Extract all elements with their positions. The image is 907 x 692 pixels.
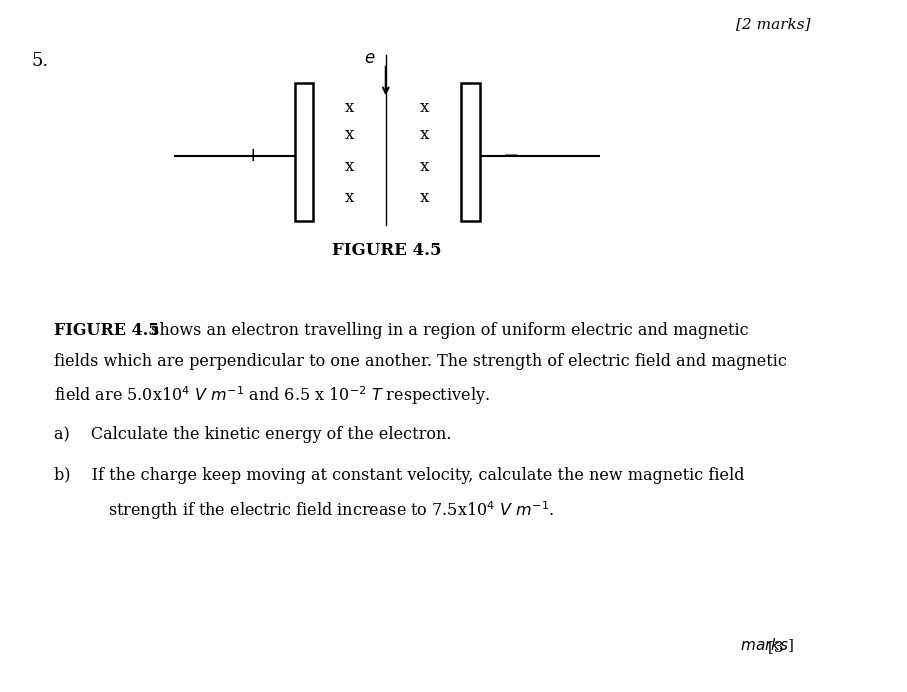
Text: 5.: 5. xyxy=(32,52,49,70)
Text: x: x xyxy=(345,127,354,143)
Text: shows an electron travelling in a region of uniform electric and magnetic: shows an electron travelling in a region… xyxy=(146,322,749,339)
Text: fields which are perpendicular to one another. The strength of electric field an: fields which are perpendicular to one an… xyxy=(54,353,787,370)
Text: b)  If the charge keep moving at constant velocity, calculate the new magnetic f: b) If the charge keep moving at constant… xyxy=(54,467,745,484)
Bar xyxy=(462,83,480,221)
Text: −: − xyxy=(503,147,520,165)
Text: FIGURE 4.5: FIGURE 4.5 xyxy=(332,242,442,260)
Text: [3: [3 xyxy=(767,640,794,654)
Text: $e$: $e$ xyxy=(365,51,375,67)
Text: x: x xyxy=(419,127,429,143)
Text: x: x xyxy=(345,99,354,116)
Text: x: x xyxy=(345,158,354,174)
Text: strength if the electric field increase to 7.5x10$^{4}$ $V$ $m^{-1}$.: strength if the electric field increase … xyxy=(108,500,554,522)
Text: $\it{marks}$]: $\it{marks}$] xyxy=(707,636,794,654)
Text: +: + xyxy=(245,147,262,165)
Text: FIGURE 4.5: FIGURE 4.5 xyxy=(54,322,160,339)
Text: a)  Calculate the kinetic energy of the electron.: a) Calculate the kinetic energy of the e… xyxy=(54,426,452,443)
Text: x: x xyxy=(419,99,429,116)
Text: x: x xyxy=(419,158,429,174)
Text: field are 5.0x10$^{4}$ $V$ $m^{-1}$ and 6.5 x 10$^{-2}$ $T$ respectively.: field are 5.0x10$^{4}$ $V$ $m^{-1}$ and … xyxy=(54,384,490,407)
Text: [2 marks]: [2 marks] xyxy=(736,17,811,31)
Text: x: x xyxy=(419,189,429,206)
Bar xyxy=(295,83,314,221)
Text: x: x xyxy=(345,189,354,206)
